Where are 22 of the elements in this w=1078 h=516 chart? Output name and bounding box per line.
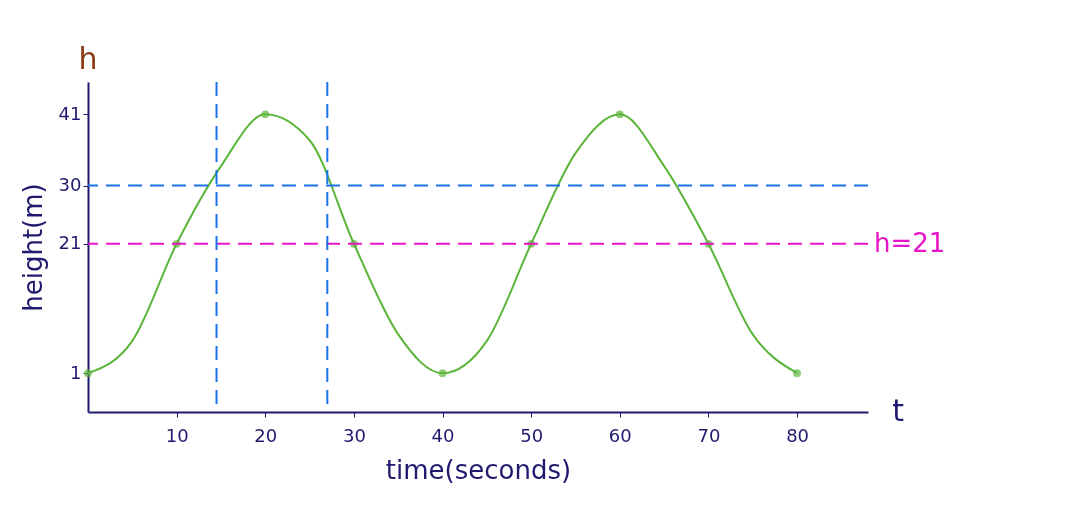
- point: [615, 110, 624, 119]
- x-axis-title: time(seconds): [385, 454, 572, 485]
- x-tick-label: 40: [431, 424, 455, 446]
- y-tick-label: 1: [70, 361, 82, 383]
- x-tick-label: 20: [254, 424, 278, 446]
- y-axis-title: height(m): [17, 183, 48, 312]
- text: h: [78, 41, 98, 76]
- text: t: [892, 393, 905, 428]
- x-tick-label: 30: [342, 424, 366, 446]
- x-tick-label: 50: [520, 424, 544, 446]
- y-tick-label: 30: [58, 174, 82, 196]
- x-tick-label: 60: [608, 424, 632, 446]
- point: [261, 110, 270, 119]
- point: [438, 369, 447, 378]
- y-tick-label: 41: [58, 102, 82, 124]
- y-tick-label: 21: [58, 232, 82, 254]
- x-tick-label: 70: [697, 424, 721, 446]
- ref-line-label: h=21: [874, 227, 946, 258]
- point: [84, 369, 92, 378]
- x-tick-label: 80: [786, 424, 810, 446]
- point: [793, 369, 801, 378]
- x-tick-label: 10: [165, 424, 189, 446]
